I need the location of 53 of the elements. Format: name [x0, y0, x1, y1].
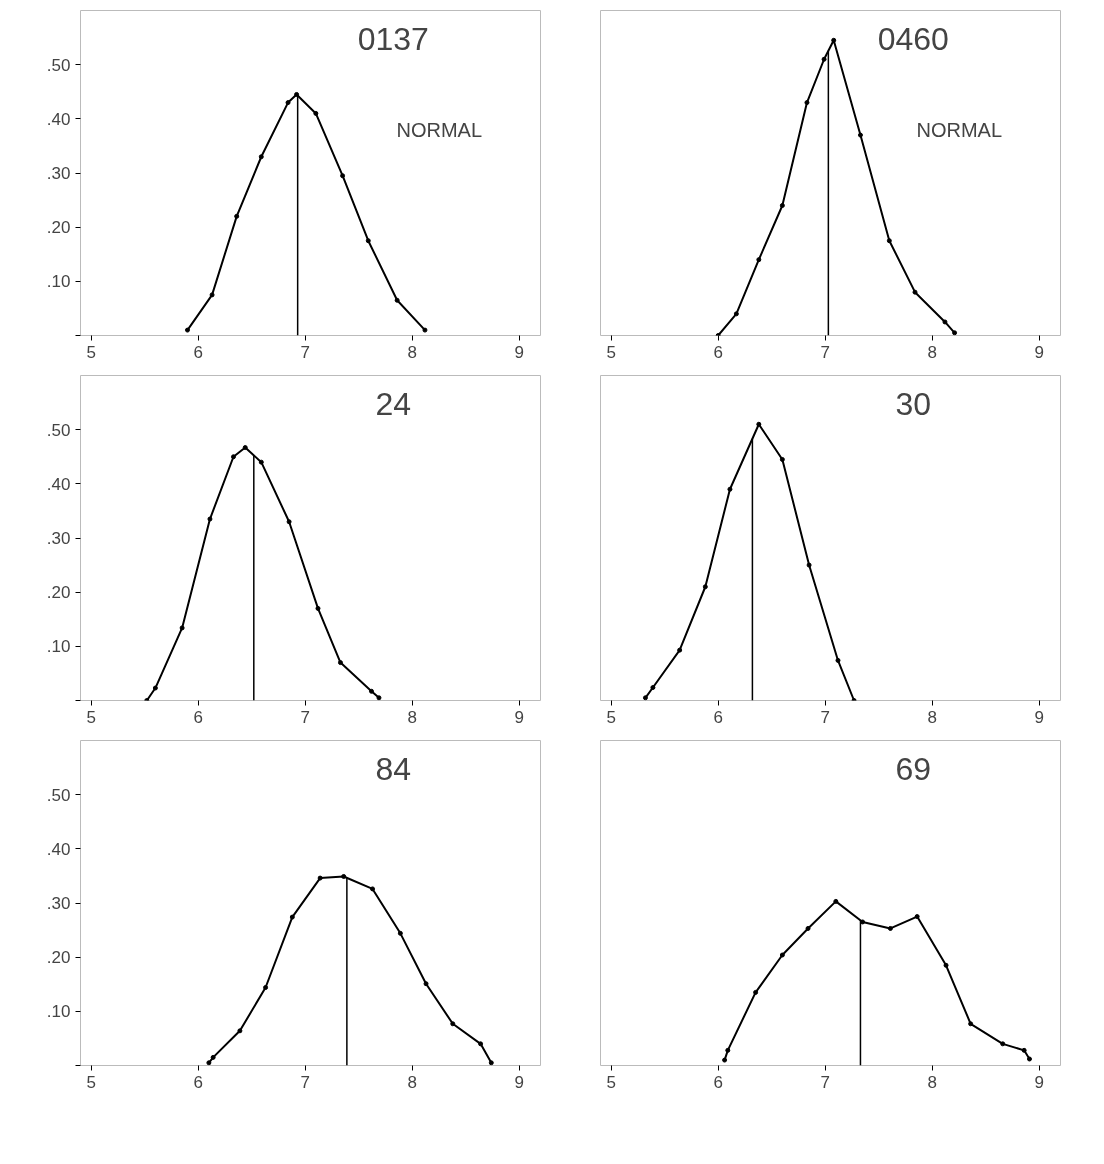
x-tick-label: 5 — [86, 707, 96, 727]
y-tick-label: .30 — [46, 164, 71, 183]
x-tick-label: 8 — [407, 1072, 417, 1092]
annotation: NORMAL — [396, 118, 483, 141]
x-tick-label: 7 — [300, 1072, 310, 1092]
y-tick-label: .50 — [46, 55, 71, 75]
x-tick-label: 7 — [820, 707, 830, 727]
x-tick-label: 6 — [193, 1072, 203, 1092]
chart-title: 30 — [895, 385, 932, 422]
x-tick-label: 8 — [407, 707, 417, 727]
y-tick-label: .10 — [46, 637, 71, 657]
y-tick-label: .40 — [46, 474, 71, 494]
x-tick-label: 5 — [86, 342, 96, 362]
x-tick-label: 5 — [86, 1072, 96, 1092]
chart-title: 0460 — [877, 20, 949, 57]
y-tick-label: .40 — [46, 839, 71, 859]
x-tick-label: 8 — [407, 342, 417, 362]
x-tick-label: 6 — [193, 342, 203, 362]
y-tick-label: .10 — [46, 272, 71, 292]
x-tick-label: 8 — [927, 707, 937, 727]
x-tick-label: 5 — [606, 1072, 616, 1092]
chart-title: 84 — [375, 750, 412, 787]
x-tick-label: 9 — [1034, 342, 1044, 362]
x-tick-label: 7 — [820, 342, 830, 362]
x-tick-label: 6 — [193, 707, 203, 727]
x-tick-label: 6 — [713, 342, 723, 362]
x-tick-label: 7 — [820, 1072, 830, 1092]
y-tick-label: .40 — [46, 109, 71, 129]
x-tick-label: 9 — [1034, 1072, 1044, 1092]
x-tick-label: 9 — [514, 1072, 524, 1092]
x-tick-label: 7 — [300, 342, 310, 362]
chart-title: 0137 — [357, 20, 429, 57]
x-tick-label: 8 — [927, 342, 937, 362]
chart-title: 69 — [895, 750, 932, 787]
chart-title: 24 — [375, 385, 412, 422]
x-tick-label: 5 — [606, 707, 616, 727]
y-tick-label: .20 — [46, 583, 71, 603]
x-tick-label: 7 — [300, 707, 310, 727]
x-tick-label: 5 — [606, 342, 616, 362]
y-tick-label: .20 — [46, 218, 71, 238]
x-tick-label: 9 — [514, 342, 524, 362]
y-tick-label: .50 — [46, 785, 71, 805]
x-tick-label: 8 — [927, 1072, 937, 1092]
y-tick-label: .10 — [46, 1002, 71, 1022]
x-tick-label: 6 — [713, 707, 723, 727]
x-tick-label: 9 — [1034, 707, 1044, 727]
x-tick-label: 6 — [713, 1072, 723, 1092]
y-tick-label: .30 — [46, 894, 71, 913]
y-tick-label: .30 — [46, 529, 71, 548]
y-tick-label: .20 — [46, 948, 71, 968]
x-tick-label: 9 — [514, 707, 524, 727]
annotation: NORMAL — [916, 118, 1003, 141]
y-tick-label: .50 — [46, 420, 71, 440]
